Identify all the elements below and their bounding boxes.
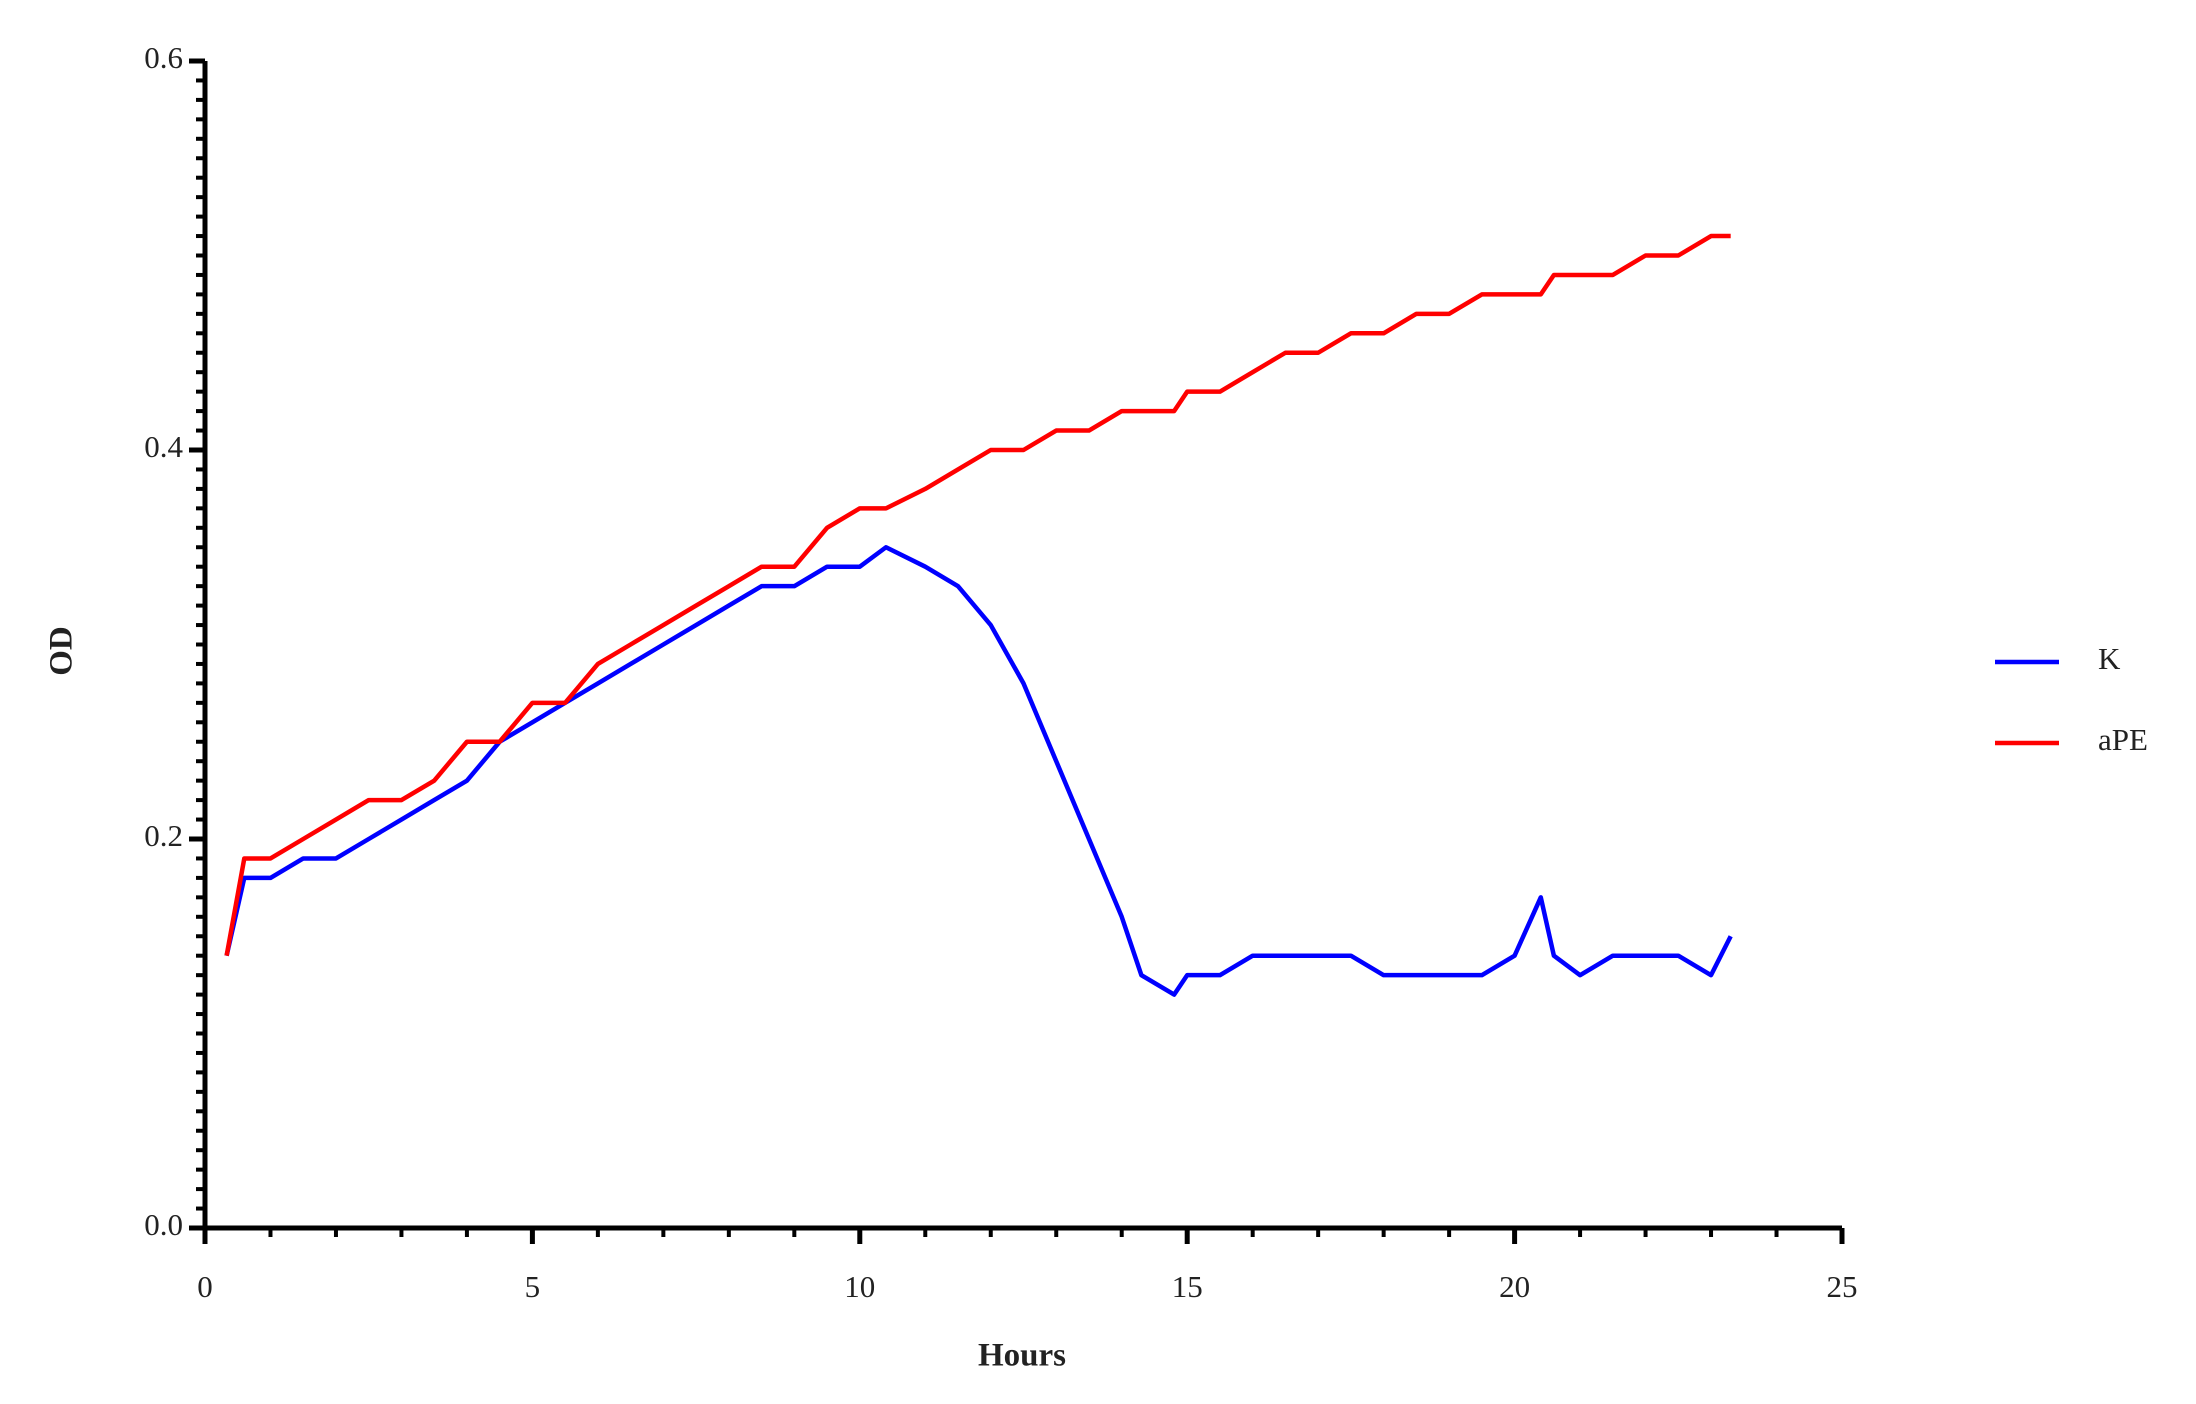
data-line — [224, 233, 1731, 957]
x-tick-label: 10 — [844, 1269, 875, 1304]
x-tick-label: 5 — [525, 1269, 541, 1304]
x-tick-label: 15 — [1172, 1269, 1203, 1304]
legend-label: aPE — [2098, 722, 2148, 757]
y-axis-title: OD — [44, 626, 80, 676]
y-tick-label: 0.0 — [144, 1207, 183, 1242]
y-tick-label: 0.2 — [144, 818, 183, 853]
y-tick-label: 0.4 — [144, 429, 183, 464]
legend-label: K — [2098, 641, 2121, 676]
data-line — [224, 545, 1733, 997]
x-tick-label: 20 — [1499, 1269, 1530, 1304]
y-tick-label: 0.6 — [144, 40, 183, 75]
x-tick-label: 25 — [1827, 1269, 1858, 1304]
x-axis-title: Hours — [978, 1338, 1066, 1374]
x-tick-label: 0 — [197, 1269, 213, 1304]
